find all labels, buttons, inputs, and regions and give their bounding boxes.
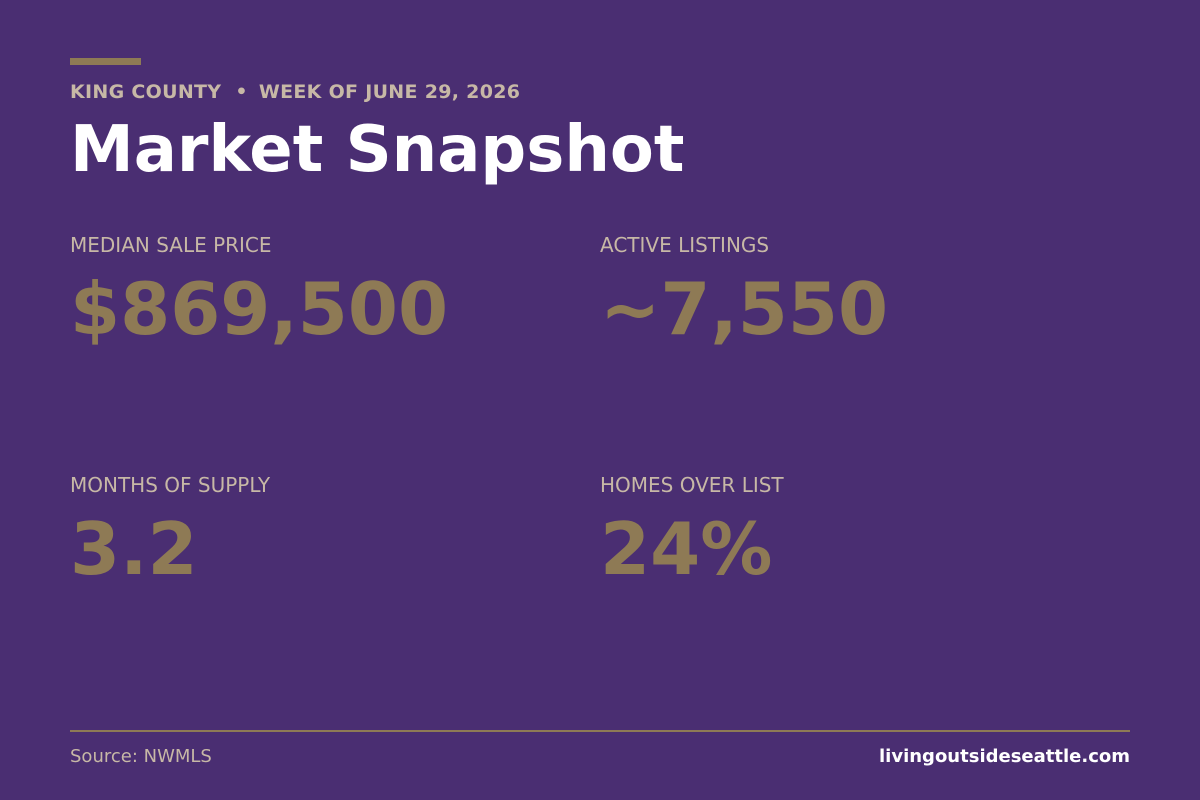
stat-homes-over-list: HOMES OVER LIST 24% <box>600 473 1100 591</box>
region-label: KING COUNTY <box>70 81 222 103</box>
stat-label: MONTHS OF SUPPLY <box>70 473 271 497</box>
website-link[interactable]: livingoutsideseattle.com <box>879 746 1130 767</box>
stat-value: 3.2 <box>70 507 198 591</box>
page-title: Market Snapshot <box>70 113 685 187</box>
stat-months-of-supply: MONTHS OF SUPPLY 3.2 <box>70 473 570 591</box>
week-label: WEEK OF JUNE 29, 2026 <box>258 81 521 103</box>
footer-divider <box>70 730 1130 732</box>
accent-bar <box>70 58 141 65</box>
stat-active-listings: ACTIVE LISTINGS ~7,550 <box>600 233 1100 351</box>
source-credit: Source: NWMLS <box>70 746 212 767</box>
stat-value: $869,500 <box>70 267 449 351</box>
header-kicker: KING COUNTY • WEEK OF JUNE 29, 2026 <box>70 80 520 104</box>
stat-value: ~7,550 <box>600 267 889 351</box>
stat-label: MEDIAN SALE PRICE <box>70 233 272 257</box>
stat-label: HOMES OVER LIST <box>600 473 784 497</box>
stat-label: ACTIVE LISTINGS <box>600 233 770 257</box>
stat-median-sale-price: MEDIAN SALE PRICE $869,500 <box>70 233 570 351</box>
stat-value: 24% <box>600 507 773 591</box>
kicker-separator: • <box>235 81 248 103</box>
